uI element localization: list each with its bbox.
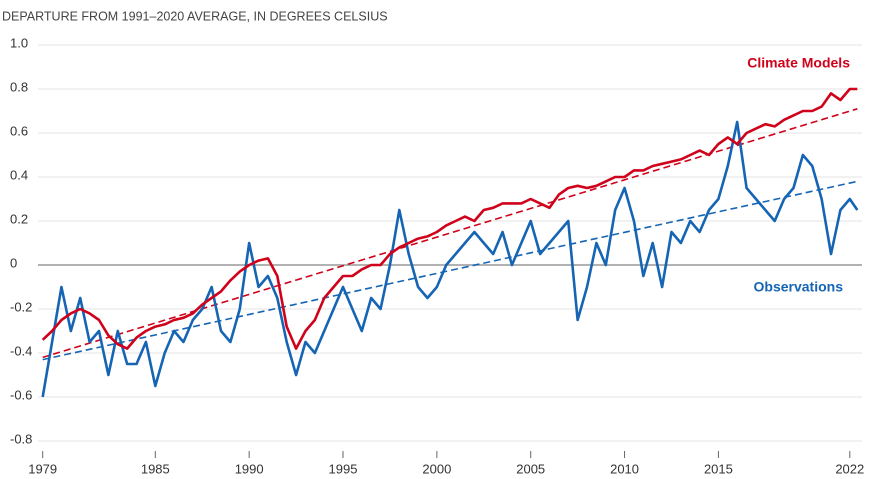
y-tick-label: 1.0 [10, 35, 28, 50]
y-tick-label: -0.4 [10, 343, 32, 358]
x-tick-label: 2005 [516, 461, 545, 476]
x-tick-label: 1990 [235, 461, 264, 476]
x-tick-label: 2010 [610, 461, 639, 476]
x-tick-label: 1979 [28, 461, 57, 476]
y-tick-label: -0.2 [10, 299, 32, 314]
x-tick-label: 1985 [141, 461, 170, 476]
y-tick-label: 0.2 [10, 211, 28, 226]
annotation: Climate Models [747, 55, 850, 71]
series-line [41, 120, 859, 398]
x-tick-label: 2000 [422, 461, 451, 476]
chart-title: DEPARTURE FROM 1991–2020 AVERAGE, IN DEG… [2, 9, 388, 23]
y-tick-label: -0.6 [10, 387, 32, 402]
trend-line [42, 108, 858, 359]
y-tick-label: 0.4 [10, 167, 28, 182]
series-line [41, 87, 858, 350]
x-tick-label: 2015 [704, 461, 733, 476]
y-tick-label: -0.8 [10, 431, 32, 446]
y-tick-label: 0.6 [10, 123, 28, 138]
x-tick-label: 2022 [835, 461, 864, 476]
annotation: Observations [754, 279, 844, 295]
y-tick-label: 0.8 [10, 79, 28, 94]
y-tick-label: 0 [10, 255, 17, 270]
trend-line [42, 180, 858, 361]
x-tick-label: 1995 [329, 461, 358, 476]
